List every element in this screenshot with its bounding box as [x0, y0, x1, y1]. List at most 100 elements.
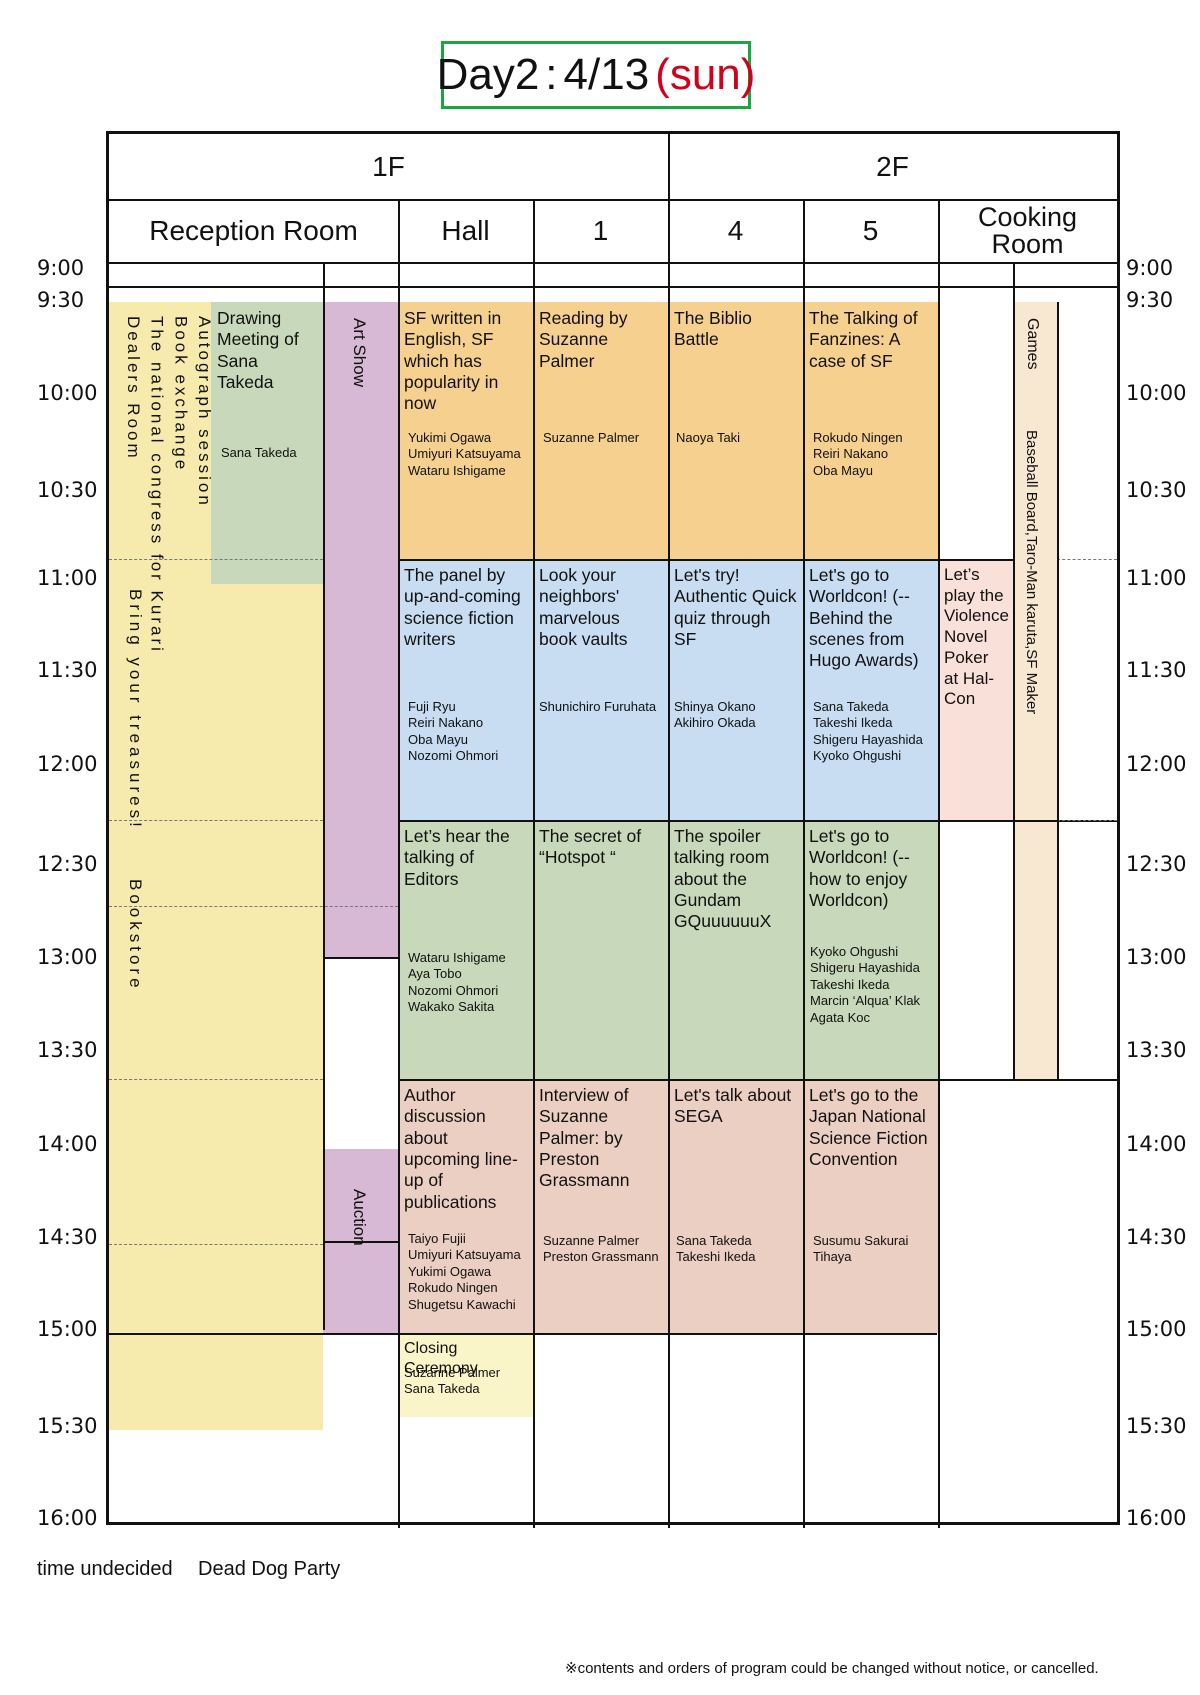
time-label: 11:30 — [37, 658, 98, 682]
title-day-of-week: (sun) — [655, 50, 756, 99]
session-closing: Closing Ceremony Suzanne Palmer Sana Tak… — [398, 1333, 533, 1417]
art-show-cell: Art Show — [323, 302, 398, 957]
session-title: The secret of “Hotspot “ — [539, 826, 642, 868]
session-hall-1: SF written in English, SF which has popu… — [398, 302, 533, 559]
session-people: Suzanne Palmer — [543, 430, 640, 445]
title-date: 4/13 — [563, 50, 650, 99]
session-room4-2: Let's try! Authentic Quick quiz through … — [668, 559, 803, 820]
time-label: 10:30 — [1126, 478, 1187, 502]
session-hall-4: Author discussion about upcoming line-up… — [398, 1079, 533, 1333]
session-title: Let’s play the Violence Novel Poker at H… — [944, 565, 1009, 709]
time-label: 11:00 — [1126, 566, 1187, 590]
room-5-header: 5 — [862, 214, 879, 246]
room-cooking-header: Cooking Room — [977, 201, 1078, 259]
session-people: Sana Takeda — [221, 445, 297, 460]
time-label: 15:00 — [1126, 1317, 1187, 1341]
session-title: The Biblio Battle — [674, 308, 752, 350]
bring-treasures-text: Bring your treasures! — [126, 589, 145, 831]
session-room1-3: The secret of “Hotspot “ — [533, 820, 668, 1079]
session-title: Let's try! Authentic Quick quiz through … — [674, 565, 797, 650]
time-label: 12:00 — [37, 752, 98, 776]
time-label: 14:00 — [37, 1132, 98, 1156]
session-title: Closing Ceremony — [404, 1340, 478, 1377]
session-title: Author discussion about upcoming line-up… — [404, 1085, 518, 1212]
time-label: 12:30 — [1126, 852, 1187, 876]
games-label: Games — [1024, 318, 1041, 370]
drawing-meeting-cell: Drawing Meeting of Sana Takeda Sana Take… — [211, 302, 323, 584]
session-room4-4: Let's talk about SEGA Sana Takeda Takesh… — [668, 1079, 803, 1333]
session-room1-1: Reading by Suzanne Palmer Suzanne Palmer — [533, 302, 668, 559]
time-label: 16:00 — [1126, 1506, 1187, 1530]
session-people: Rokudo Ningen Reiri Nakano Oba Mayu — [813, 430, 903, 478]
session-people: Wataru Ishigame Aya Tobo Nozomi Ohmori W… — [408, 950, 506, 1015]
session-people: Shinya Okano Akihiro Okada — [674, 699, 756, 731]
session-title: Interview of Suzanne Palmer: by Preston … — [539, 1085, 630, 1191]
room-reception-header: Reception Room — [149, 214, 358, 246]
session-hall-2: The panel by up-and-coming science ficti… — [398, 559, 533, 820]
games-cell: Games Baseball Board,Taro-Man karuta,SF … — [1013, 302, 1057, 1079]
reception-activities-text: Autograph session Book exchange The nati… — [123, 316, 215, 654]
session-room5-3: Let's go to Worldcon! (--how to enjoy Wo… — [803, 820, 938, 1079]
session-room1-2: Look your neighbors' marvelous book vaul… — [533, 559, 668, 820]
dead-dog-party-label: Dead Dog Party — [198, 1558, 341, 1580]
time-label: 12:30 — [37, 852, 98, 876]
disclaimer-note: ※contents and orders of program could be… — [565, 1660, 1099, 1677]
time-label: 16:00 — [37, 1506, 98, 1530]
session-people: Sana Takeda Takeshi Ikeda Shigeru Hayash… — [813, 699, 923, 764]
session-room5-4: Let's go to the Japan National Science F… — [803, 1079, 938, 1333]
room-4-header: 4 — [727, 214, 744, 246]
time-label: 11:30 — [1126, 658, 1187, 682]
time-label: 15:30 — [1126, 1414, 1187, 1438]
session-people: Taiyo Fujii Umiyuri Katsuyama Yukimi Oga… — [408, 1231, 521, 1312]
schedule-grid: Drawing Meeting of Sana Takeda Sana Take… — [106, 131, 1120, 1528]
bookstore-text: Bookstore — [126, 879, 145, 992]
room-1-header: 1 — [592, 214, 609, 246]
auction-label: Auction — [350, 1189, 369, 1246]
session-title: The panel by up-and-coming science ficti… — [404, 565, 521, 650]
time-label: 9:00 — [1126, 256, 1174, 280]
title-separator: : — [545, 50, 558, 99]
session-title: Drawing Meeting of Sana Takeda — [217, 308, 299, 393]
time-label: 14:00 — [1126, 1132, 1187, 1156]
time-label: 13:00 — [1126, 945, 1187, 969]
time-label: 14:30 — [1126, 1225, 1187, 1249]
session-title: Let's go to Worldcon! (--how to enjoy Wo… — [809, 826, 910, 911]
time-label: 10:00 — [1126, 381, 1187, 405]
time-label: 9:00 — [37, 256, 85, 280]
session-title: Look your neighbors' marvelous book vaul… — [539, 565, 628, 650]
session-title: The Talking of Fanzines: A case of SF — [809, 308, 918, 371]
room-hall-header: Hall — [441, 214, 490, 246]
session-title: Let's go to Worldcon! (--Behind the scen… — [809, 565, 919, 671]
floor-1f-header: 1F — [372, 150, 405, 182]
page-title: Day2 : 4/13 (sun) — [437, 41, 755, 109]
session-title: Reading by Suzanne Palmer — [539, 308, 628, 371]
time-label: 10:30 — [37, 478, 98, 502]
session-people: Naoya Taki — [676, 430, 741, 445]
time-label: 11:00 — [37, 566, 98, 590]
time-undecided-label: time undecided — [37, 1558, 173, 1580]
time-label: 13:00 — [37, 945, 98, 969]
session-people: Yukimi Ogawa Umiyuri Katsuyama Wataru Is… — [408, 430, 521, 478]
time-label: 13:30 — [1126, 1038, 1187, 1062]
time-label: 15:00 — [37, 1317, 98, 1341]
session-title: Let's go to the Japan National Science F… — [809, 1085, 928, 1170]
time-label: 15:30 — [37, 1414, 98, 1438]
session-title: Let's talk about SEGA — [674, 1085, 792, 1127]
session-people: Susumu Sakurai Tihaya — [813, 1233, 909, 1265]
time-label: 14:30 — [37, 1225, 98, 1249]
session-room4-3: The spoiler talking room about the Gunda… — [668, 820, 803, 1079]
session-title: SF written in English, SF which has popu… — [404, 308, 502, 414]
time-label: 12:00 — [1126, 752, 1187, 776]
session-hall-3: Let’s hear the talking of Editors Wataru… — [398, 820, 533, 1079]
session-title: The spoiler talking room about the Gunda… — [674, 826, 772, 932]
session-room4-1: The Biblio Battle Naoya Taki — [668, 302, 803, 559]
time-label: 9:30 — [1126, 288, 1174, 312]
title-day: Day2 — [436, 50, 540, 99]
time-label: 10:00 — [37, 381, 98, 405]
session-people: Kyoko Ohgushi Shigeru Hayashida Takeshi … — [810, 944, 921, 1025]
games-detail: Baseball Board,Taro-Man karuta,SF Maker — [1023, 430, 1040, 715]
session-people: Sana Takeda Takeshi Ikeda — [676, 1233, 756, 1265]
floor-2f-header: 2F — [876, 150, 909, 182]
session-room1-4: Interview of Suzanne Palmer: by Preston … — [533, 1079, 668, 1333]
session-cooking-2: Let’s play the Violence Novel Poker at H… — [938, 559, 1013, 820]
